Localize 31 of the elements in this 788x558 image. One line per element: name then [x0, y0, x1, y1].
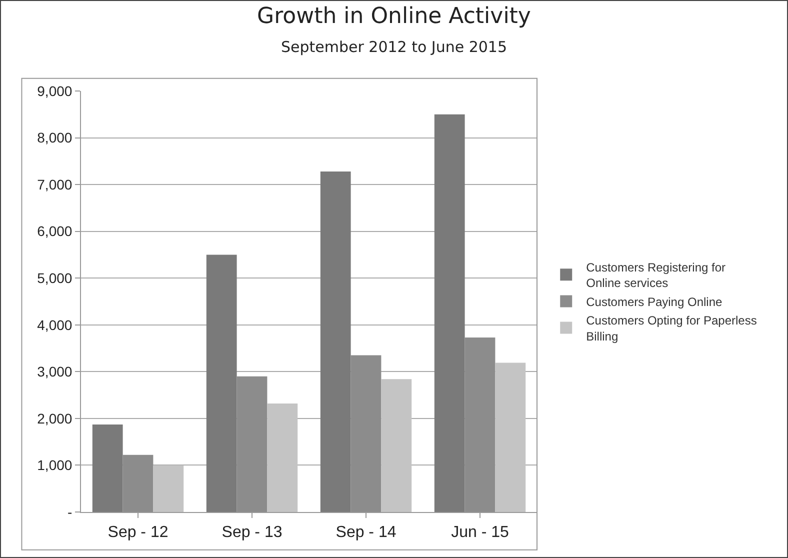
bar: [122, 454, 154, 512]
chart-subtitle: September 2012 to June 2015: [280, 38, 508, 56]
bar: [153, 465, 184, 512]
bar: [464, 338, 496, 512]
legend-label: Customers Opting for Paperless Billing: [586, 314, 757, 344]
y-tick-label: -: [68, 504, 73, 520]
bar: [267, 403, 298, 512]
y-tick-label: 9,000: [37, 82, 72, 99]
chart-title: Growth in Online Activity: [257, 4, 531, 30]
bar: [381, 379, 412, 512]
y-tick-label: 7,000: [37, 176, 72, 192]
y-tick-label: 2,000: [37, 410, 72, 426]
bar: [434, 114, 465, 512]
bar: [236, 376, 268, 512]
y-tick-label: 4,000: [37, 316, 72, 333]
y-tick-label: 5,000: [37, 270, 72, 286]
legend-label: Customers Registering for Online services: [586, 260, 726, 290]
y-tick-label: 8,000: [37, 130, 72, 146]
x-tick-label: Jun - 15: [451, 524, 510, 542]
x-tick-label: Sep - 14: [336, 524, 396, 542]
bar: [320, 171, 351, 512]
bar: [206, 254, 237, 512]
bar: [350, 355, 382, 512]
legend-label: Customers Paying Online: [586, 294, 723, 309]
x-tick-label: Sep - 12: [108, 524, 168, 542]
bar: [495, 362, 526, 512]
y-tick-label: 1,000: [37, 457, 72, 474]
x-tick-label: Sep - 13: [222, 524, 282, 542]
y-tick-label: 3,000: [37, 364, 72, 380]
y-tick-label: 6,000: [37, 223, 72, 240]
bar: [92, 424, 123, 512]
